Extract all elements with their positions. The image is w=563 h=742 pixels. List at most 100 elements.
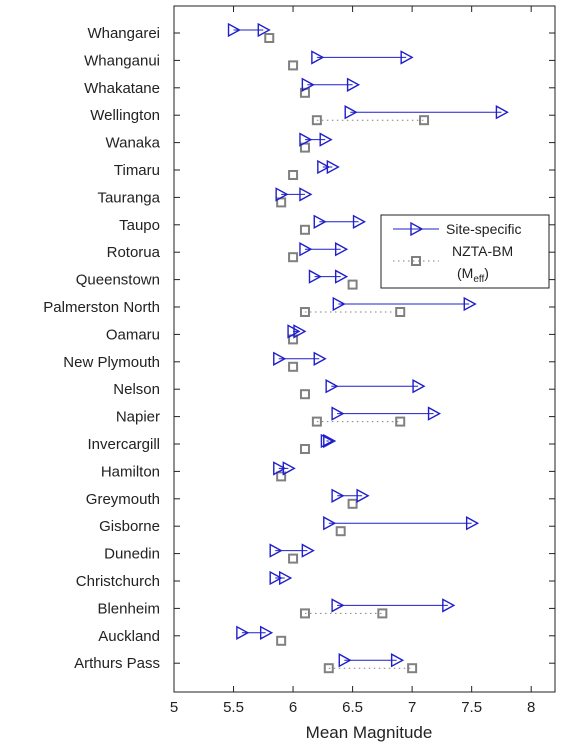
nzta-start-marker (288, 252, 299, 263)
site-specific-start-marker (331, 488, 345, 503)
site-specific-end-marker (352, 214, 367, 229)
x-tick-label: 8 (527, 699, 535, 716)
nzta-start-marker (311, 115, 322, 126)
site-specific-end-marker (465, 516, 480, 531)
nzta-start-marker (276, 471, 287, 482)
site-specific-end-marker (279, 570, 293, 586)
site-specific-end-marker (495, 105, 509, 120)
nzta-start-marker (299, 224, 310, 235)
x-tick-label: 5.5 (223, 699, 244, 716)
site-specific-end-marker (334, 269, 349, 284)
nzta-start-marker (311, 416, 322, 427)
city-label: Greymouth (86, 491, 160, 508)
x-axis-title: Mean Magnitude (306, 723, 433, 742)
nzta-start-marker (299, 307, 310, 317)
x-tick-label: 7.5 (461, 699, 482, 716)
site-specific-start-marker (331, 406, 345, 421)
nzta-start-marker (323, 663, 334, 674)
nzta-start-marker (347, 498, 358, 509)
site-specific-start-marker (269, 543, 283, 558)
site-specific-end-marker (301, 543, 315, 558)
city-label: Wanaka (106, 135, 161, 152)
site-specific-start-marker (275, 187, 289, 202)
x-tick-label: 6 (289, 699, 297, 716)
site-specific-end-marker (293, 324, 307, 339)
site-specific-start-marker (332, 296, 346, 312)
nzta-start-marker (335, 526, 346, 537)
site-specific-start-marker (311, 50, 325, 65)
x-tick-label: 7 (408, 699, 416, 716)
city-label: Dunedin (104, 546, 160, 563)
city-label: Whanganui (84, 52, 160, 69)
city-label: Auckland (98, 628, 160, 645)
city-label: Whangarei (87, 25, 160, 42)
nzta-end-marker (407, 663, 418, 674)
site-specific-start-marker (308, 269, 322, 284)
site-specific-end-marker (390, 653, 405, 668)
city-label: Gisborne (99, 518, 160, 535)
site-specific-end-marker (319, 132, 333, 147)
city-label: Oamaru (106, 326, 160, 343)
city-label: Invercargill (87, 436, 160, 453)
plot-frame (173, 5, 556, 693)
site-specific-start-marker (325, 379, 339, 394)
city-label: Hamilton (101, 463, 160, 480)
city-label: Taupo (119, 217, 160, 234)
plot-area (227, 22, 509, 674)
nzta-start-marker (276, 635, 287, 646)
city-label: Palmerston North (43, 299, 160, 316)
site-specific-end-marker (326, 159, 340, 175)
city-label: Tauranga (97, 189, 160, 206)
site-specific-end-marker (400, 50, 414, 65)
site-specific-end-marker (346, 77, 361, 92)
x-tick-label: 6.5 (342, 699, 363, 716)
nzta-start-marker (288, 553, 299, 564)
site-specific-end-marker (334, 242, 349, 257)
city-label: New Plymouth (63, 354, 160, 371)
axes: 5 5.5 6 6.5 7 7.5 8 Whangarei Whanganui Whakatane… (43, 5, 556, 716)
site-specific-start-marker (299, 132, 313, 147)
site-specific-end-marker (299, 187, 313, 202)
nzta-end-marker (419, 115, 430, 126)
site-specific-end-marker (442, 598, 456, 613)
site-specific-end-marker (313, 351, 327, 366)
nzta-end-marker (395, 416, 406, 427)
nzta-end-marker (395, 307, 406, 317)
site-specific-start-marker (344, 105, 358, 120)
site-specific-start-marker (299, 242, 313, 257)
site-specific-end-marker (463, 296, 477, 312)
legend-nzta-meff-label: (Meff) (457, 265, 489, 285)
city-label: Timaru (114, 162, 160, 179)
nzta-start-marker (299, 389, 310, 400)
site-specific-end-marker (257, 22, 271, 38)
nzta-end-marker (377, 608, 388, 619)
site-specific-start-marker (301, 77, 315, 92)
city-label: Whakatane (84, 80, 160, 97)
legend-site-label: Site-specific (446, 221, 521, 237)
site-specific-start-marker (227, 22, 241, 38)
site-specific-start-marker (273, 461, 287, 476)
legend-box (380, 214, 550, 289)
site-specific-start-marker (320, 433, 334, 449)
legend-nzta-label: NZTA-BM (452, 243, 513, 259)
site-specific-start-marker (317, 159, 331, 175)
city-label: Napier (116, 409, 160, 426)
site-specific-end-marker (323, 433, 337, 449)
site-specific-start-marker (236, 625, 250, 640)
site-specific-start-marker (323, 516, 337, 531)
legend-nzta-marker (411, 256, 421, 266)
site-specific-end-marker (427, 406, 442, 421)
site-specific-end-marker (259, 625, 274, 640)
nzta-start-marker (299, 444, 310, 454)
city-label: Wellington (90, 107, 160, 124)
city-label: Queenstown (76, 272, 160, 289)
site-specific-end-marker (356, 488, 370, 503)
city-label: Rotorua (107, 244, 161, 261)
site-specific-start-marker (331, 598, 345, 613)
nzta-start-marker (299, 608, 310, 619)
city-label: Arthurs Pass (74, 655, 160, 672)
legend: Site-specific NZTA-BM (Meff) (380, 214, 550, 289)
city-label: Christchurch (76, 573, 160, 590)
city-label: Blenheim (97, 600, 160, 617)
